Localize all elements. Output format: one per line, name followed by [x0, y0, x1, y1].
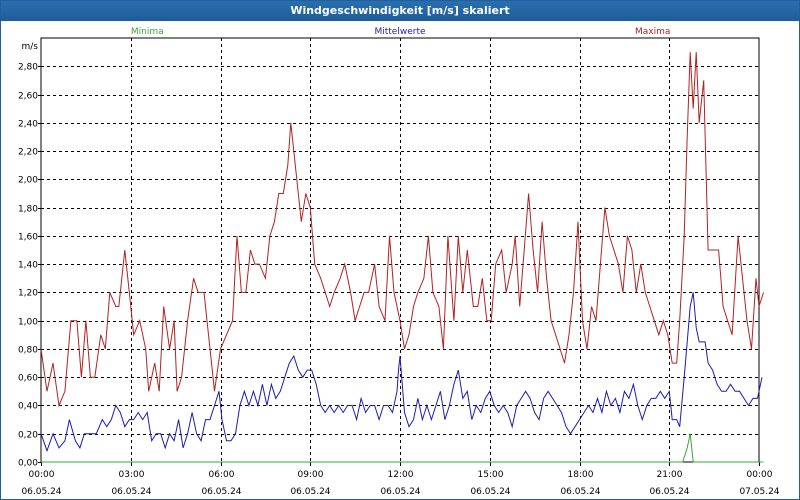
legend-entry-minima: Minima: [131, 27, 164, 37]
x-tick-time-label: 03:00: [119, 470, 145, 480]
y-tick-label: 1,60: [18, 233, 38, 243]
labels-layer: 0,00 0,20 0,40 0,60 0,80 1,00 1,20 1,40 1,60 1,80…: [18, 27, 780, 497]
x-tick-date-label: 06.05.24: [111, 487, 151, 497]
series-line-minima: [41, 433, 764, 463]
legend-entry-maxima: Maxima: [635, 27, 670, 37]
y-tick-label: 0,60: [18, 374, 38, 384]
x-tick-time-label: 15:00: [478, 470, 504, 480]
y-tick-label: 1,40: [18, 261, 38, 271]
y-tick-label: 2,80: [18, 63, 38, 73]
x-tick-date-label: 06.05.24: [560, 487, 600, 497]
y-tick-label: 0,20: [18, 431, 38, 441]
legend-entry-mittelwerte: Mittelwerte: [374, 27, 425, 37]
grid: [41, 38, 759, 462]
x-tick-date-label: 06.05.24: [649, 487, 689, 497]
y-axis-label: m/s: [22, 42, 39, 52]
x-tick-time-label: 09:00: [298, 470, 324, 480]
x-tick-time-label: 12:00: [388, 470, 414, 480]
y-tick-label: 2,00: [18, 176, 38, 186]
x-tick-time-label: 18:00: [568, 470, 594, 480]
y-tick-label: 2,40: [18, 120, 38, 130]
x-tick-date-label: 06.05.24: [380, 487, 420, 497]
y-tick-label: 0,40: [18, 402, 38, 412]
x-tick-date-label: 06.05.24: [21, 487, 61, 497]
y-tick-label: 0,00: [18, 459, 38, 469]
y-tick-label: 0,80: [18, 346, 38, 356]
x-tick-date-label: 06.05.24: [470, 487, 510, 497]
y-tick-label: 2,20: [18, 148, 38, 158]
series-line-maxima: [40, 52, 764, 408]
x-tick-date-label: 06.05.24: [201, 487, 241, 497]
x-tick-time-label: 00:00: [747, 470, 773, 480]
x-tick-time-label: 00:00: [29, 470, 55, 480]
axes: [38, 37, 760, 466]
series-layer: [40, 52, 764, 463]
window-title: Windgeschwindigkeit [m/s] skaliert: [1, 1, 799, 21]
x-tick-time-label: 06:00: [209, 470, 235, 480]
y-tick-label: 1,80: [18, 205, 38, 215]
y-tick-label: 1,20: [18, 289, 38, 299]
x-tick-time-label: 21:00: [657, 470, 683, 480]
y-tick-label: 1,00: [18, 318, 38, 328]
series-line-mittelwerte: [40, 292, 763, 453]
y-tick-label: 2,60: [18, 92, 38, 102]
x-tick-date-label: 07.05.24: [739, 487, 779, 497]
x-tick-date-label: 06.05.24: [290, 487, 330, 497]
